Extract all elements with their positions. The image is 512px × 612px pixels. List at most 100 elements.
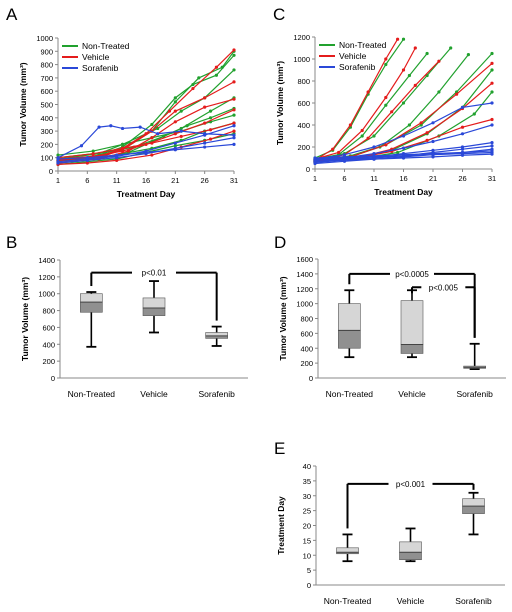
data-point-red: [150, 141, 154, 145]
y-tick-label: 30: [303, 492, 311, 501]
y-tick-label: 25: [303, 507, 311, 516]
x-axis-title: Treatment Day: [374, 187, 433, 197]
data-point-red: [331, 147, 335, 151]
category-label: Vehicle: [397, 596, 425, 606]
data-point-red: [214, 65, 218, 69]
data-point-green: [472, 112, 476, 116]
y-axis-title: Tumor Volume (mm³): [278, 276, 288, 360]
data-point-blue: [203, 141, 207, 145]
box-upper-quartile: [336, 547, 359, 553]
y-tick-label: 20: [303, 522, 311, 531]
y-axis-title: Tumor Volume (mm³): [18, 62, 28, 146]
y-tick-label: 400: [42, 340, 55, 349]
data-point-green: [490, 90, 494, 94]
data-point-blue: [232, 133, 236, 137]
data-point-blue: [203, 145, 207, 149]
data-point-red: [490, 117, 494, 122]
panel-letter: C: [273, 5, 285, 24]
data-point-green: [173, 144, 177, 148]
data-point-red: [203, 121, 207, 125]
data-point-red: [384, 95, 388, 100]
data-point-blue: [401, 156, 406, 160]
series-line-red: [314, 38, 399, 161]
data-point-blue: [372, 145, 376, 149]
data-point-blue: [144, 152, 148, 156]
series-line-green: [314, 47, 452, 160]
significance-label-bg: [390, 267, 434, 279]
data-point-green: [173, 100, 177, 104]
data-point-red: [232, 48, 236, 52]
x-axis-title: Treatment Day: [117, 189, 176, 199]
data-point-blue: [490, 101, 494, 105]
data-point-blue: [490, 123, 494, 127]
data-point-blue: [115, 156, 119, 160]
data-point-red: [120, 146, 125, 150]
data-point-red: [150, 136, 154, 140]
y-tick-label: 200: [300, 359, 313, 368]
panel-letter: E: [274, 439, 285, 458]
data-point-red: [232, 80, 236, 84]
data-point-red: [208, 128, 213, 132]
y-tick-label: 1000: [293, 55, 310, 64]
y-tick-label: 100: [40, 154, 53, 163]
data-point-green: [91, 149, 95, 153]
data-point-red: [167, 109, 172, 113]
data-point-blue: [173, 146, 177, 150]
y-tick-label: 1200: [38, 273, 55, 282]
data-point-red: [337, 150, 341, 155]
box-upper-quartile: [205, 332, 228, 337]
data-point-red: [173, 109, 177, 113]
data-point-green: [437, 90, 441, 94]
data-point-red: [425, 138, 429, 142]
data-point-green: [156, 126, 160, 131]
panel-d-box-plot: D 0 200 400 600 800 1000 1200 1400 1600 Tumor Volu…: [274, 233, 506, 399]
data-point-green: [232, 53, 236, 57]
series-line-green: [57, 54, 235, 163]
y-tick-label: 0: [49, 167, 53, 176]
data-point-red: [232, 121, 236, 125]
significance-label-bg: [421, 281, 466, 293]
x-tick-label: 11: [370, 174, 378, 183]
box-upper-quartile: [462, 498, 485, 507]
data-point-green: [425, 51, 429, 56]
data-point-red: [126, 149, 130, 153]
category-label: Sorafenib: [198, 389, 235, 399]
data-point-blue: [372, 157, 376, 161]
data-point-green: [372, 134, 376, 138]
y-tick-label: 0: [309, 374, 313, 383]
significance-label: p<0.001: [396, 480, 426, 489]
series-line-red: [314, 47, 416, 160]
panel-e-box-plot: E 0 5 10 15 20 25 30 35 40 Treatment Day Non-Treate…: [274, 439, 505, 606]
y-tick-label: 500: [40, 101, 53, 110]
data-point-red: [490, 81, 494, 85]
data-point-blue: [460, 153, 465, 157]
data-point-blue: [85, 158, 89, 162]
data-point-red: [366, 90, 370, 94]
data-point-green: [179, 109, 183, 113]
y-tick-label: 600: [300, 329, 313, 338]
y-tick-label: 300: [40, 127, 53, 136]
panel-b-box-plot: B 0 200 400 600 800 1000 1200 1400 Tumor Volume (…: [6, 233, 248, 399]
box-lower-quartile: [462, 505, 485, 514]
box-upper-quartile: [142, 297, 166, 309]
data-point-red: [173, 120, 177, 124]
data-point-blue: [232, 124, 236, 128]
data-point-blue: [313, 161, 317, 166]
x-tick-label: 1: [313, 174, 317, 183]
data-point-blue: [144, 149, 148, 153]
data-point-blue: [460, 150, 465, 155]
data-point-green: [197, 76, 201, 80]
data-point-blue: [490, 149, 494, 153]
data-point-red: [384, 57, 388, 61]
y-tick-label: 700: [40, 74, 53, 83]
y-tick-label: 1000: [38, 290, 55, 299]
data-point-blue: [138, 125, 142, 129]
data-point-green: [466, 53, 470, 57]
data-point-red: [490, 61, 494, 65]
data-point-red: [115, 158, 119, 162]
data-point-blue: [313, 159, 317, 163]
data-point-green: [490, 68, 494, 72]
x-tick-label: 26: [200, 176, 208, 185]
data-point-blue: [97, 125, 101, 129]
y-tick-label: 600: [42, 323, 55, 332]
